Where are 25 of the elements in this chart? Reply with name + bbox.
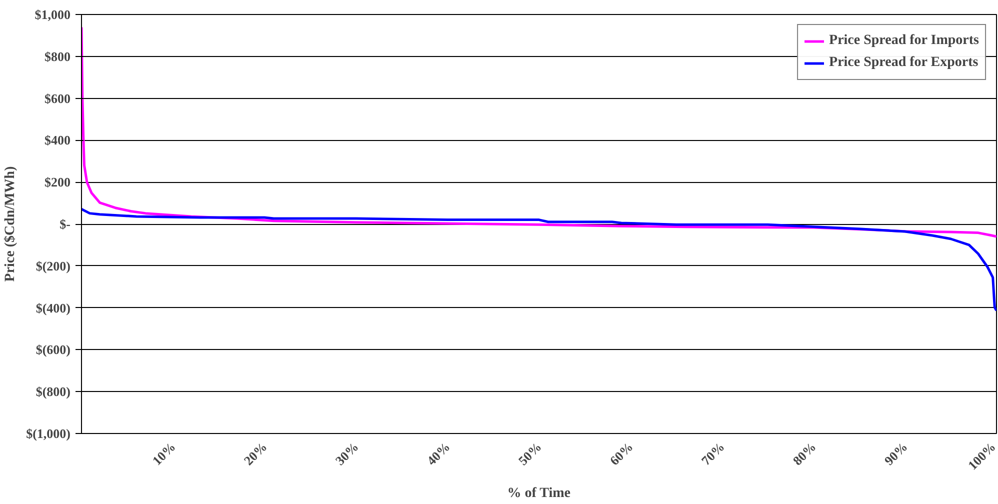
x-tick-label: 60%: [606, 439, 636, 468]
y-axis-title: Price ($Cdn/MWh): [3, 166, 18, 282]
y-tick-label: $1,000: [34, 7, 70, 22]
y-tick-label: $400: [44, 132, 70, 148]
x-tick-label: 10%: [149, 439, 178, 468]
y-tick-label: $600: [44, 90, 70, 106]
y-tick-label: $(800): [36, 384, 71, 400]
x-tick-label: 40%: [424, 439, 453, 468]
x-tick-label: 90%: [881, 439, 910, 468]
x-tick-label: 80%: [790, 439, 819, 468]
y-tick-label: $200: [44, 174, 70, 190]
line-series: [82, 208, 996, 312]
y-tick-label: $(600): [36, 342, 71, 358]
y-tick-label: $-: [60, 216, 71, 232]
x-tick-label: 50%: [515, 439, 544, 468]
x-axis-title: % of Time: [507, 486, 571, 502]
legend-label: Price Spread for Imports: [829, 33, 979, 49]
x-tick-label: 30%: [332, 439, 362, 468]
x-tick-label: 20%: [240, 439, 270, 468]
y-tick-label: $(200): [36, 258, 71, 274]
x-tick-label: 70%: [698, 439, 728, 468]
y-tick-label: $(400): [36, 300, 71, 316]
y-tick-label: $800: [44, 48, 70, 64]
y-tick-label: $(1,000): [26, 426, 71, 441]
legend-label: Price Spread for Exports: [829, 55, 978, 71]
